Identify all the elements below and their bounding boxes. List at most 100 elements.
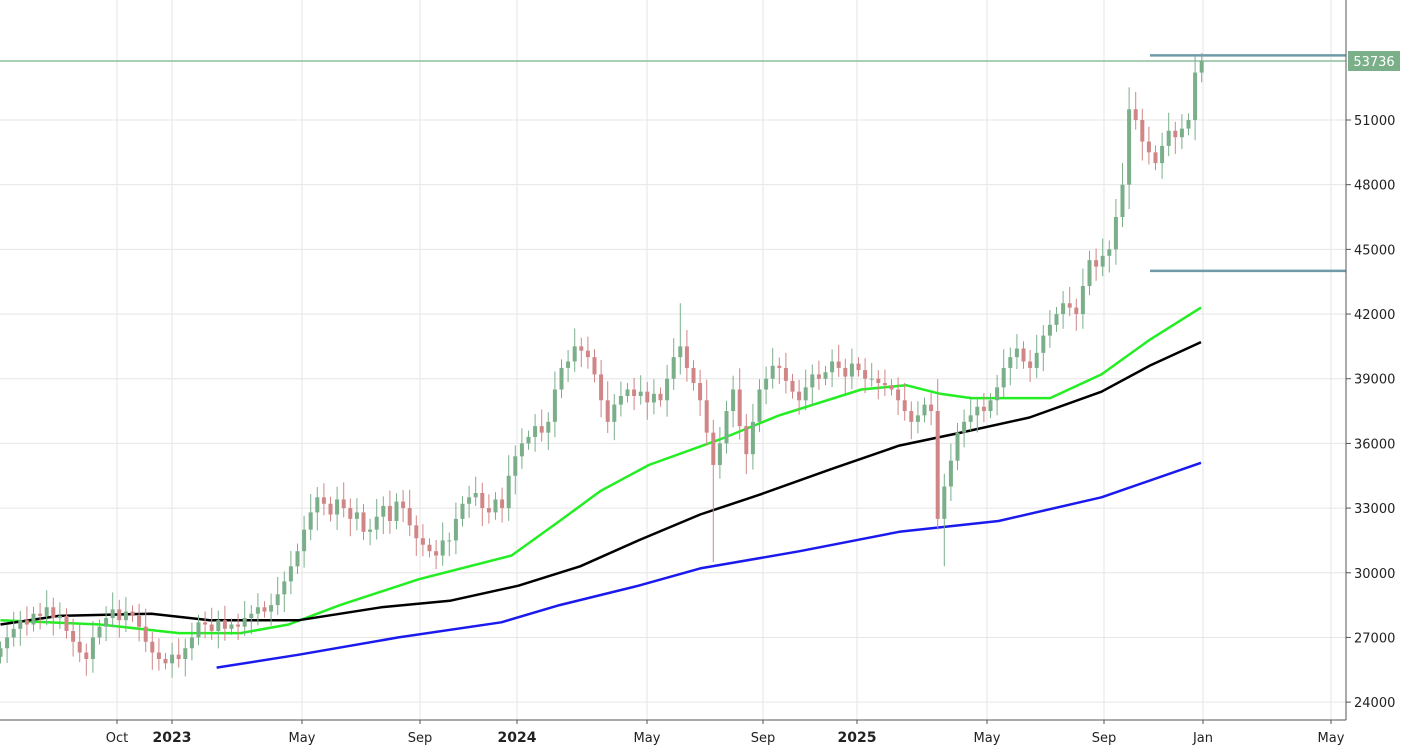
- candle-body: [533, 426, 538, 437]
- candle: [473, 476, 478, 506]
- candle: [750, 403, 755, 470]
- candle: [1094, 248, 1099, 281]
- candle-body: [750, 421, 755, 455]
- candle: [1166, 112, 1171, 157]
- candle-body: [420, 538, 425, 545]
- candle-body: [836, 361, 841, 368]
- candle-body: [269, 605, 274, 612]
- candle-body: [882, 383, 887, 386]
- candle: [130, 605, 135, 622]
- candle: [467, 485, 472, 518]
- x-tick-label: May: [289, 731, 316, 746]
- candle-body: [401, 501, 406, 509]
- candle-body: [104, 618, 109, 627]
- candle-body: [0, 648, 3, 657]
- candle: [275, 576, 280, 615]
- candle: [0, 641, 3, 664]
- candle: [460, 496, 465, 527]
- candle-body: [1008, 357, 1013, 368]
- candle-body: [18, 620, 23, 629]
- candle: [968, 398, 973, 431]
- candle-body: [1001, 367, 1006, 388]
- candle: [440, 522, 445, 566]
- candle-body: [955, 432, 960, 461]
- candle-body: [137, 615, 142, 627]
- candle: [803, 369, 808, 411]
- candle: [605, 381, 610, 434]
- candle: [288, 550, 293, 595]
- candle: [1047, 310, 1052, 348]
- candle-body: [189, 637, 194, 649]
- candle: [1113, 199, 1118, 265]
- candle-body: [935, 411, 940, 519]
- candle-body: [592, 357, 597, 375]
- candle-body: [170, 654, 175, 664]
- candle-body: [302, 529, 307, 552]
- candle-body: [381, 505, 386, 517]
- candle: [18, 610, 23, 646]
- candle-body: [196, 622, 201, 638]
- last-price-badge: [1348, 51, 1400, 72]
- candle-body: [546, 421, 551, 433]
- candle: [698, 369, 703, 417]
- candle: [123, 597, 128, 633]
- candle: [1160, 132, 1165, 179]
- candle: [711, 419, 716, 562]
- candle: [255, 593, 260, 626]
- candle: [592, 349, 597, 383]
- y-tick-label: 48000: [1354, 179, 1395, 194]
- candle-body: [460, 503, 465, 519]
- candle-body: [242, 618, 247, 627]
- y-tick-label: 39000: [1354, 373, 1395, 388]
- candle: [843, 358, 848, 394]
- candle-body: [678, 346, 683, 358]
- y-tick-label: 27000: [1354, 631, 1395, 646]
- candle-body: [783, 367, 788, 381]
- candle: [909, 401, 914, 440]
- candle-body: [770, 365, 775, 379]
- candle: [526, 430, 531, 450]
- candle: [513, 445, 518, 495]
- candle-body: [962, 421, 967, 433]
- candle: [236, 613, 241, 641]
- candle-body: [717, 443, 722, 465]
- y-tick-label: 30000: [1354, 567, 1395, 582]
- candle: [1061, 291, 1066, 329]
- candle: [1021, 341, 1026, 369]
- candle-body: [117, 609, 122, 621]
- candle: [1186, 113, 1191, 136]
- candle-body: [229, 624, 234, 629]
- candle: [717, 427, 722, 479]
- candle: [361, 504, 366, 541]
- candle-body: [1094, 260, 1099, 267]
- candle: [658, 387, 663, 407]
- candle: [1179, 114, 1184, 150]
- x-tick-label: Oct: [106, 731, 128, 746]
- candle-body: [585, 350, 590, 358]
- candle-body: [638, 391, 643, 396]
- candle-body: [658, 393, 663, 401]
- candle-body: [31, 613, 36, 625]
- candle: [770, 348, 775, 389]
- candle-body: [84, 652, 89, 659]
- candle-body: [486, 508, 491, 513]
- candle: [632, 377, 637, 411]
- candle-body: [1120, 184, 1125, 218]
- candle-body: [691, 367, 696, 384]
- candle: [988, 393, 993, 419]
- candle-body: [427, 544, 432, 552]
- candle-body: [1166, 130, 1171, 146]
- candle: [1087, 250, 1092, 296]
- candle: [823, 365, 828, 386]
- candle: [110, 592, 115, 628]
- candle: [163, 652, 168, 670]
- candle-body: [929, 404, 934, 412]
- candle: [955, 423, 960, 471]
- candle-body: [130, 611, 135, 616]
- candle-body: [282, 581, 287, 595]
- candle-body: [222, 620, 227, 629]
- candle-body: [764, 378, 769, 390]
- candle-body: [810, 374, 815, 388]
- candle: [97, 619, 102, 645]
